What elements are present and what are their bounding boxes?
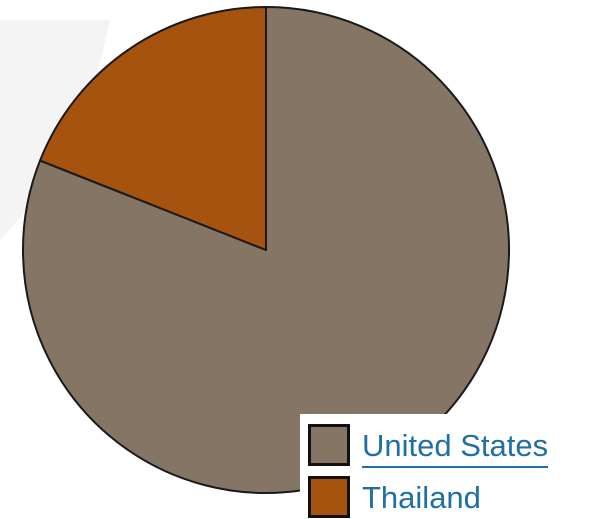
legend-item-united-states[interactable]: United States: [308, 424, 593, 470]
legend-item-thailand[interactable]: Thailand: [308, 476, 593, 519]
legend: United States Thailand: [300, 414, 598, 519]
pie-slice-thailand[interactable]: [39, 6, 267, 251]
legend-label-thailand[interactable]: Thailand: [362, 480, 481, 515]
legend-swatch-united-states: [308, 424, 350, 466]
legend-swatch-thailand: [308, 476, 350, 518]
legend-label-united-states[interactable]: United States: [362, 426, 549, 468]
